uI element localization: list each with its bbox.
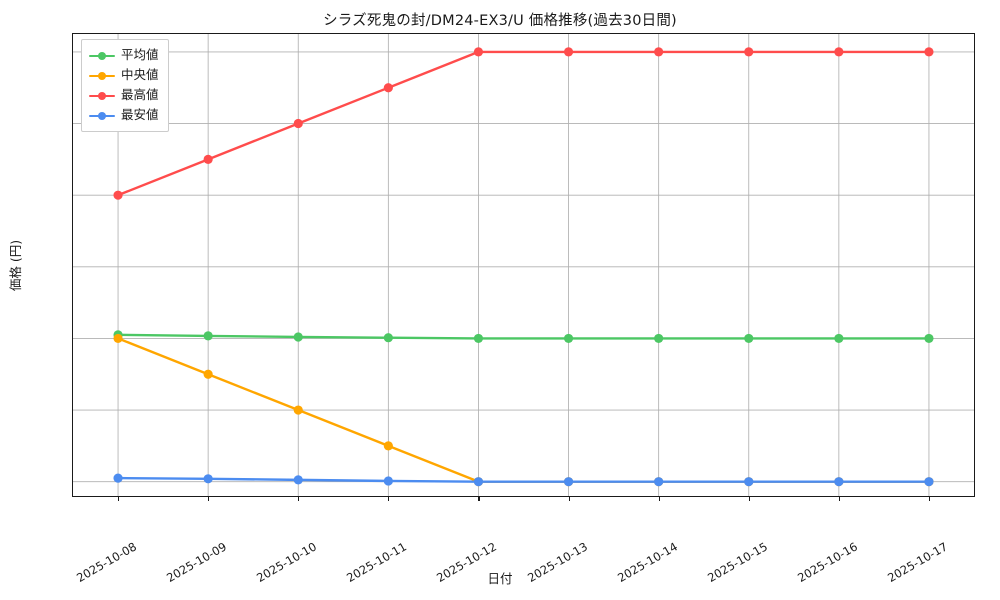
legend-label: 最高値 xyxy=(121,87,159,103)
data-point-marker xyxy=(834,333,844,344)
x-axis-tick-mark xyxy=(568,496,570,501)
legend-label: 中央値 xyxy=(121,67,159,83)
data-point-marker xyxy=(113,473,123,483)
data-point-marker xyxy=(563,333,574,344)
data-point-marker xyxy=(924,477,934,487)
data-point-marker xyxy=(113,190,123,200)
data-point-marker xyxy=(563,477,574,487)
data-point-marker xyxy=(383,83,393,93)
data-point-marker xyxy=(293,332,303,342)
data-series-layer xyxy=(113,47,934,487)
data-point-marker xyxy=(203,331,213,341)
data-point-marker xyxy=(744,333,754,344)
x-axis-tick-mark xyxy=(118,496,120,501)
legend-item[interactable]: 中央値 xyxy=(89,66,159,85)
data-point-marker xyxy=(654,477,664,487)
x-axis-label: 日付 xyxy=(487,571,513,586)
series-line xyxy=(116,337,931,483)
data-point-marker xyxy=(924,333,934,344)
x-axis-tick-mark xyxy=(388,496,390,501)
data-point-marker xyxy=(473,333,484,344)
x-axis-tick-mark xyxy=(208,496,210,501)
series-line xyxy=(116,333,931,340)
y-axis-label-container: 価格 (円) xyxy=(4,0,26,530)
data-point-marker xyxy=(203,369,213,379)
data-point-marker xyxy=(473,47,484,57)
chart-legend: 平均値中央値最高値最安値 xyxy=(81,39,169,132)
legend-item[interactable]: 最高値 xyxy=(89,86,159,105)
data-point-marker xyxy=(293,118,303,129)
legend-swatch-icon xyxy=(89,50,115,62)
data-point-marker xyxy=(203,474,213,484)
legend-label: 平均値 xyxy=(121,47,159,63)
data-point-marker xyxy=(383,441,393,451)
y-axis-label: 価格 (円) xyxy=(8,239,24,291)
data-point-marker xyxy=(293,405,303,415)
legend-swatch-icon xyxy=(89,70,115,82)
data-point-marker xyxy=(924,47,934,57)
data-point-marker xyxy=(744,477,754,487)
legend-item[interactable]: 最安値 xyxy=(89,106,159,125)
series-line xyxy=(116,476,931,483)
x-axis-tick-mark xyxy=(748,496,750,501)
data-point-marker xyxy=(293,475,303,485)
x-axis-tick-mark xyxy=(478,496,480,501)
data-point-marker xyxy=(834,477,844,487)
data-point-marker xyxy=(563,47,574,57)
chart-title: シラズ死鬼の封/DM24-EX3/U 価格推移(過去30日間) xyxy=(323,13,677,29)
legend-swatch-icon xyxy=(89,110,115,122)
data-point-marker xyxy=(383,333,393,343)
data-point-marker xyxy=(203,154,213,164)
data-point-marker xyxy=(744,47,754,57)
data-point-marker xyxy=(113,333,123,344)
plot-area: 80100120140160180200 xyxy=(72,33,975,501)
series-line xyxy=(116,50,931,197)
data-point-marker xyxy=(834,47,844,57)
data-point-marker xyxy=(654,47,664,57)
legend-label: 最安値 xyxy=(121,107,159,123)
data-point-marker xyxy=(654,333,664,344)
x-axis-tick-mark xyxy=(928,496,931,501)
x-axis-tick-mark xyxy=(298,496,300,501)
x-axis-tick-mark xyxy=(658,496,660,501)
data-point-marker xyxy=(473,477,484,487)
data-point-marker xyxy=(383,476,393,486)
legend-item[interactable]: 平均値 xyxy=(89,46,159,65)
x-axis-tick-mark xyxy=(838,496,840,501)
legend-swatch-icon xyxy=(89,90,115,102)
grid-lines xyxy=(73,34,974,496)
